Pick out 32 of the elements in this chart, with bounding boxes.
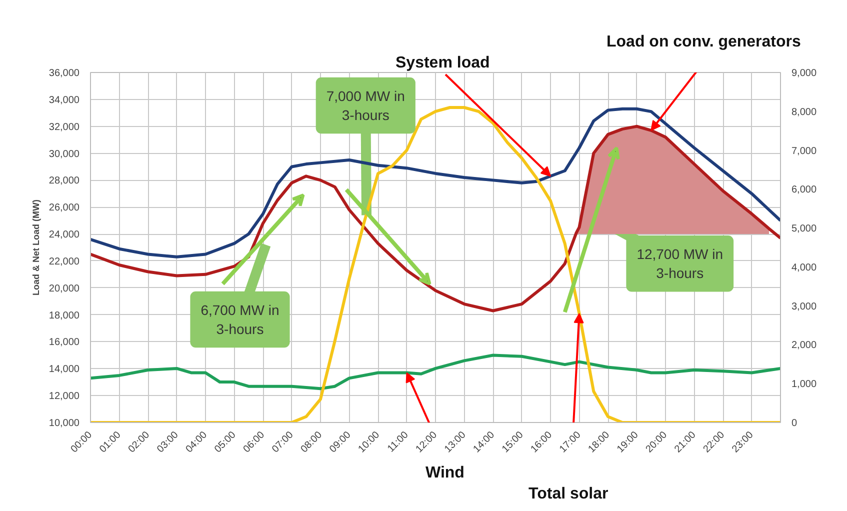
y-tick-label: 30,000 <box>48 148 80 160</box>
y2-tick-label: 7,000 <box>792 146 817 157</box>
y2-tick-label: 1,000 <box>792 379 817 390</box>
y2-tick-label: 6,000 <box>792 184 817 196</box>
y-tick-label: 10,000 <box>48 418 80 429</box>
y2-tick-label: 3,000 <box>792 301 817 312</box>
y-tick-label: 20,000 <box>48 283 80 294</box>
text: Wind <box>426 464 464 482</box>
y2-tick-label: 2,000 <box>792 340 817 352</box>
annotation: 6,700 MW in 3-hours <box>200 302 280 338</box>
y2-tick-label: 0 <box>792 418 798 429</box>
y-tick-label: 22,000 <box>48 256 80 268</box>
y2-tick-label: 4,000 <box>792 262 817 274</box>
y-tick-label: 14,000 <box>48 364 80 376</box>
y-tick-label: 24,000 <box>48 230 80 241</box>
y-tick-label: 26,000 <box>48 202 80 214</box>
y-tick-label: 16,000 <box>48 337 80 348</box>
y2-tick-label: 9,000 <box>792 68 817 79</box>
y2-tick-label: 5,000 <box>792 224 817 235</box>
text: Load on conv. generators <box>606 34 801 50</box>
annotation: 12,700 MW in 3-hours <box>636 246 724 282</box>
y-tick-label: 34,000 <box>48 94 80 106</box>
y-tick-label: 36,000 <box>48 68 80 79</box>
annotation: 7,000 MW in 3-hours <box>326 88 405 124</box>
text: System load <box>396 54 490 72</box>
y2-tick-label: 8,000 <box>792 106 817 118</box>
y-tick-label: 32,000 <box>48 122 80 133</box>
y-tick-label: 18,000 <box>48 310 80 322</box>
y-tick-label: 28,000 <box>48 176 80 187</box>
y-tick-label: 12,000 <box>48 391 80 402</box>
y-axis-title: Load & Net Load (MW) <box>30 199 41 296</box>
text: Total solar <box>528 486 608 502</box>
